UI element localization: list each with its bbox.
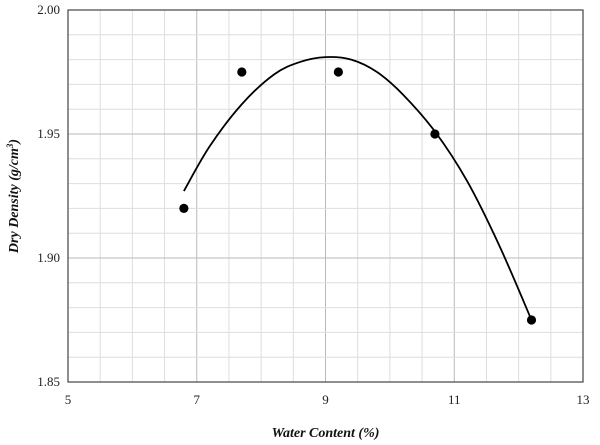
x-tick-label: 7: [194, 392, 201, 407]
y-axis-label-main: Dry Density (g/cm: [7, 148, 22, 254]
x-tick-labels: 5 7 9 11 13: [65, 392, 590, 407]
y-tick-label: 2.00: [37, 2, 60, 17]
y-tick-labels: 1.85 1.90 1.95 2.00: [37, 2, 60, 389]
y-axis-label-close: ): [7, 139, 22, 146]
y-tick-label: 1.95: [37, 126, 60, 141]
x-axis-label: Water Content (%): [272, 426, 380, 441]
y-axis-label-superscript: 3: [5, 143, 15, 149]
data-point: [526, 315, 537, 325]
x-tick-label: 5: [65, 392, 72, 407]
grid: [67, 9, 584, 383]
data-point: [333, 67, 343, 77]
data-point: [179, 203, 189, 213]
x-tick-label: 9: [322, 392, 329, 407]
plot-area-frame: [67, 9, 584, 383]
y-tick-label: 1.90: [37, 250, 60, 265]
data-point: [237, 67, 247, 77]
y-axis-label: Dry Density (g/cm3): [5, 139, 22, 254]
y-tick-label: 1.85: [37, 374, 60, 389]
fit-curve: [183, 56, 533, 321]
data-points: [179, 67, 537, 325]
data-point: [430, 129, 440, 139]
x-tick-label: 11: [448, 392, 461, 407]
x-tick-label: 13: [577, 392, 590, 407]
